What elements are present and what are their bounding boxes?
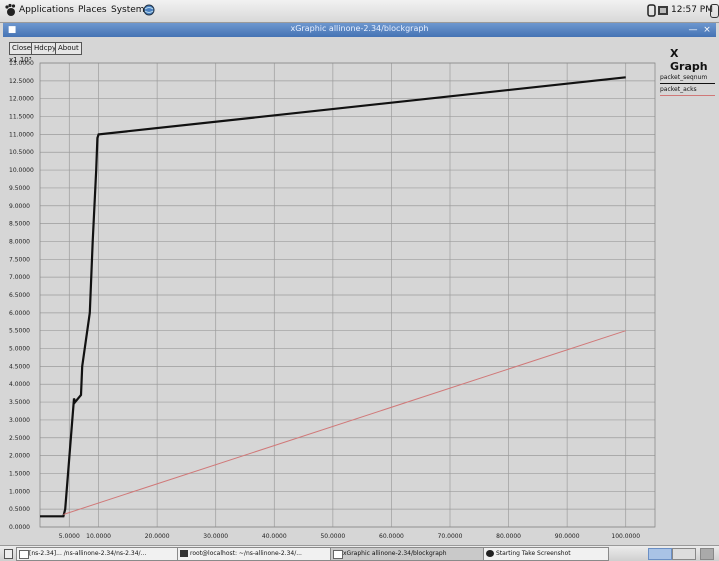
series-line-packet-acks	[63, 330, 626, 515]
y-tick-label: 4.5000	[9, 363, 30, 370]
y-tick-label: 9.0000	[9, 203, 30, 210]
x-tick-label: 5.0000	[59, 533, 80, 540]
window-titlebar[interactable]: ■ xGraphic allinone-2.34/blockgraph — ×	[3, 23, 716, 37]
y-tick-label: 0.5000	[9, 506, 30, 513]
task-button-3[interactable]: xGraphic allinone-2.34/blockgraph	[330, 547, 494, 561]
y-tick-label: 13.0000	[9, 60, 34, 67]
y-tick-label: 6.0000	[9, 310, 30, 317]
y-tick-label: 10.0000	[9, 167, 34, 174]
legend-line-seqnum	[660, 83, 715, 84]
x-tick-label: 50.0000	[320, 533, 345, 540]
y-tick-label: 3.0000	[9, 417, 30, 424]
task-label: Starting Take Screenshot	[496, 550, 571, 557]
y-tick-label: 12.5000	[9, 78, 34, 85]
y-tick-label: 11.0000	[9, 131, 34, 138]
network-icon[interactable]	[647, 4, 656, 17]
x-tick-label: 10.0000	[86, 533, 111, 540]
minimize-icon[interactable]: —	[688, 25, 698, 35]
gnome-foot-icon[interactable]	[4, 3, 17, 17]
menu-system[interactable]: System	[111, 5, 145, 15]
axis-scale-label: x1 10³	[9, 56, 32, 64]
y-tick-label: 8.0000	[9, 238, 30, 245]
top-panel: Applications Places System 12:57 PM	[0, 0, 719, 23]
clock[interactable]: 12:57 PM	[671, 5, 713, 15]
volume-icon[interactable]	[658, 5, 668, 16]
y-tick-label: 5.5000	[9, 328, 30, 335]
about-button[interactable]: About	[55, 42, 82, 55]
y-tick-label: 12.0000	[9, 96, 34, 103]
task-label: xGraphic allinone-2.34/blockgraph	[343, 550, 447, 557]
x-tick-label: 40.0000	[262, 533, 287, 540]
task-button-2[interactable]: root@localhost: ~/ns-allinone-2.34/...	[177, 547, 341, 561]
window-title: xGraphic allinone-2.34/blockgraph	[290, 24, 429, 33]
x-tick-label: 60.0000	[379, 533, 404, 540]
workspace-2[interactable]	[672, 548, 696, 560]
y-tick-label: 11.5000	[9, 114, 34, 121]
x-tick-label: 30.0000	[203, 533, 228, 540]
x-tick-label: 100.0000	[611, 533, 640, 540]
task-button-1[interactable]: [ns-2.34]... /ns-allinone-2.34/ns-2.34/.…	[16, 547, 188, 561]
y-tick-label: 2.5000	[9, 435, 30, 442]
y-tick-label: 1.5000	[9, 470, 30, 477]
terminal-icon	[180, 550, 188, 557]
workspace-switcher[interactable]	[648, 548, 672, 560]
legend-item-acks: packet_acks	[660, 86, 697, 93]
menu-applications[interactable]: Applications	[19, 5, 74, 15]
series-lines	[40, 76, 626, 518]
y-tick-label: 7.5000	[9, 256, 30, 263]
y-tick-label: 4.0000	[9, 381, 30, 388]
x-axis-ticks: 5.0000 10.0000 20.0000 30.0000 40.0000 50.000…	[59, 533, 640, 540]
series-line-packet-seqnum	[40, 76, 626, 518]
y-tick-label: 3.5000	[9, 399, 30, 406]
x-tick-label: 90.0000	[555, 533, 580, 540]
y-tick-label: 6.5000	[9, 292, 30, 299]
x-tick-label: 70.0000	[438, 533, 463, 540]
y-tick-label: 10.5000	[9, 149, 34, 156]
y-tick-label: 5.0000	[9, 346, 30, 353]
show-desktop-icon[interactable]	[4, 549, 13, 559]
y-tick-label: 1.0000	[9, 488, 30, 495]
x-tick-label: 80.0000	[496, 533, 521, 540]
camera-icon	[486, 550, 494, 557]
y-tick-label: 7.0000	[9, 274, 30, 281]
x-tick-label: 20.0000	[145, 533, 170, 540]
legend-item-seqnum: packet_seqnum	[660, 74, 708, 81]
menu-places[interactable]: Places	[78, 5, 107, 15]
legend-line-acks	[660, 95, 715, 96]
y-tick-label: 2.0000	[9, 453, 30, 460]
browser-globe-icon[interactable]	[143, 4, 155, 16]
terminal-icon	[19, 550, 29, 559]
window-icon	[333, 550, 343, 559]
plot-area[interactable]: 0.0000 0.5000 1.0000 1.5000 2.0000 2.5000 3.00…	[0, 0, 719, 545]
close-window-icon[interactable]: ×	[703, 25, 711, 35]
graph-title: X Graph	[670, 47, 708, 73]
y-axis-ticks: 0.0000 0.5000 1.0000 1.5000 2.0000 2.5000 3.00…	[9, 60, 34, 531]
window-menu-icon[interactable]: ■	[7, 25, 17, 35]
grid	[39, 62, 656, 528]
plot-frame	[39, 62, 656, 528]
trash-icon[interactable]	[700, 548, 714, 560]
task-label: [ns-2.34]... /ns-allinone-2.34/ns-2.34/.…	[29, 550, 147, 557]
task-button-4[interactable]: Starting Take Screenshot	[483, 547, 609, 561]
y-tick-label: 9.5000	[9, 185, 30, 192]
y-tick-label: 0.0000	[9, 524, 30, 531]
task-label: root@localhost: ~/ns-allinone-2.34/...	[190, 550, 302, 557]
y-tick-label: 8.5000	[9, 221, 30, 228]
taskbar: [ns-2.34]... /ns-allinone-2.34/ns-2.34/.…	[0, 545, 719, 561]
